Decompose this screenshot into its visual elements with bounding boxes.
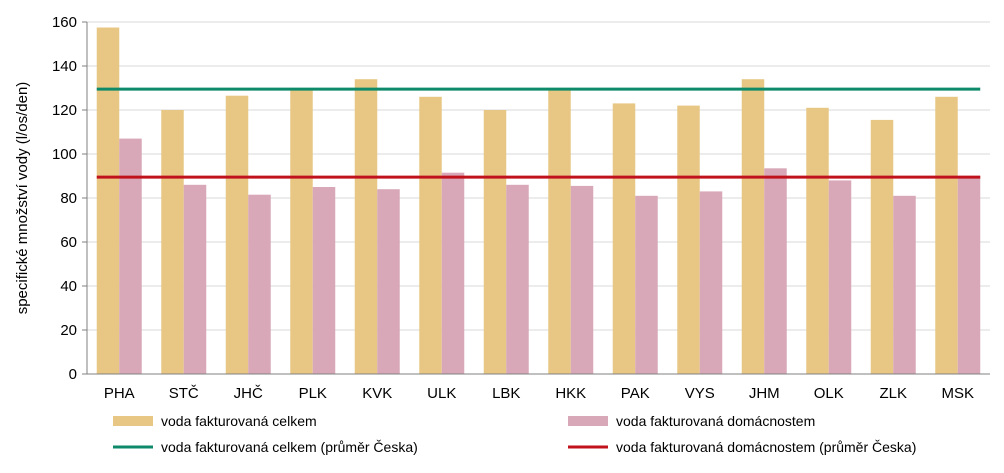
bar-households (570, 185, 594, 374)
bar-total (870, 119, 894, 375)
bar-households (441, 172, 465, 374)
bar-households (764, 168, 787, 374)
x-tick-label: HKK (555, 385, 586, 402)
bar-total (548, 90, 571, 374)
x-tick-label: PLK (299, 385, 327, 402)
legend: voda fakturovaná celkem voda fakturovaná … (113, 413, 916, 455)
bar-total (354, 79, 378, 374)
bar-total (935, 96, 958, 375)
bar-households (119, 138, 142, 374)
y-tick-label: 20 (60, 322, 77, 339)
y-tick-label: 160 (52, 14, 77, 31)
legend-item: voda fakturovaná domácnostem (průměr Čes… (568, 439, 916, 455)
bar-total (419, 96, 442, 375)
legend-label: voda fakturovaná domácnostem (616, 413, 815, 429)
bar-total (483, 110, 507, 374)
bar-total (290, 90, 313, 374)
bar-total (225, 95, 249, 374)
x-tick-label: VYS (685, 385, 715, 402)
y-tick-labels: 0 20 40 60 80 100 120 140 160 (52, 14, 77, 383)
bar-households (635, 195, 658, 374)
x-tick-label: OLK (814, 385, 844, 402)
bar-total (677, 105, 700, 374)
bar-households (506, 184, 529, 374)
legend-label: voda fakturovaná celkem (161, 413, 317, 429)
y-tick-label: 100 (52, 146, 77, 163)
x-tick-label: MSK (941, 385, 974, 402)
y-tick-label: 120 (52, 102, 77, 119)
x-tick-label: PAK (621, 385, 650, 402)
x-tick-label: ZLK (879, 385, 907, 402)
x-tick-label: KVK (362, 385, 392, 402)
legend-label: voda fakturovaná domácnostem (průměr Čes… (616, 439, 916, 455)
y-tick-label: 40 (60, 278, 77, 295)
bar-households (248, 194, 271, 374)
legend-swatch (568, 416, 608, 426)
bar-total (161, 110, 184, 374)
x-tick-label: STČ (169, 385, 199, 402)
y-tick-label: 80 (60, 190, 77, 207)
x-tick-labels: PHA STČ JHČ PLK KVK ULK LBK HKK PAK VYS JHM OLK ZLK M… (104, 385, 974, 402)
x-tick-label: ULK (427, 385, 456, 402)
bar-households (828, 180, 852, 374)
reference-lines (96, 87, 981, 179)
bar-households (957, 176, 981, 374)
x-tick-label: JHM (749, 385, 780, 402)
bar-households (377, 189, 400, 374)
legend-swatch (113, 416, 153, 426)
bar-total (96, 27, 120, 374)
bar-households (312, 187, 336, 374)
axes (82, 21, 990, 375)
x-tick-label: LBK (492, 385, 520, 402)
y-tick-label: 0 (69, 366, 77, 383)
legend-item: voda fakturovaná domácnostem (568, 413, 815, 429)
bar-total (612, 103, 636, 375)
legend-item: voda fakturovaná celkem (113, 413, 317, 429)
legend-item: voda fakturovaná celkem (průměr Česka) (113, 439, 418, 455)
x-tick-label: PHA (104, 385, 135, 402)
bar-total (806, 107, 829, 375)
y-tick-label: 140 (52, 58, 77, 75)
bar-households (699, 191, 723, 374)
bar-households (183, 184, 207, 374)
y-axis-label: specifické množství vody (l/os/den) (14, 82, 31, 315)
x-tick-label: JHČ (234, 385, 263, 402)
legend-label: voda fakturovaná celkem (průměr Česka) (161, 439, 418, 455)
bar-households (893, 195, 916, 374)
y-tick-label: 60 (60, 234, 77, 251)
bar-total (741, 79, 765, 374)
bars (96, 27, 981, 375)
